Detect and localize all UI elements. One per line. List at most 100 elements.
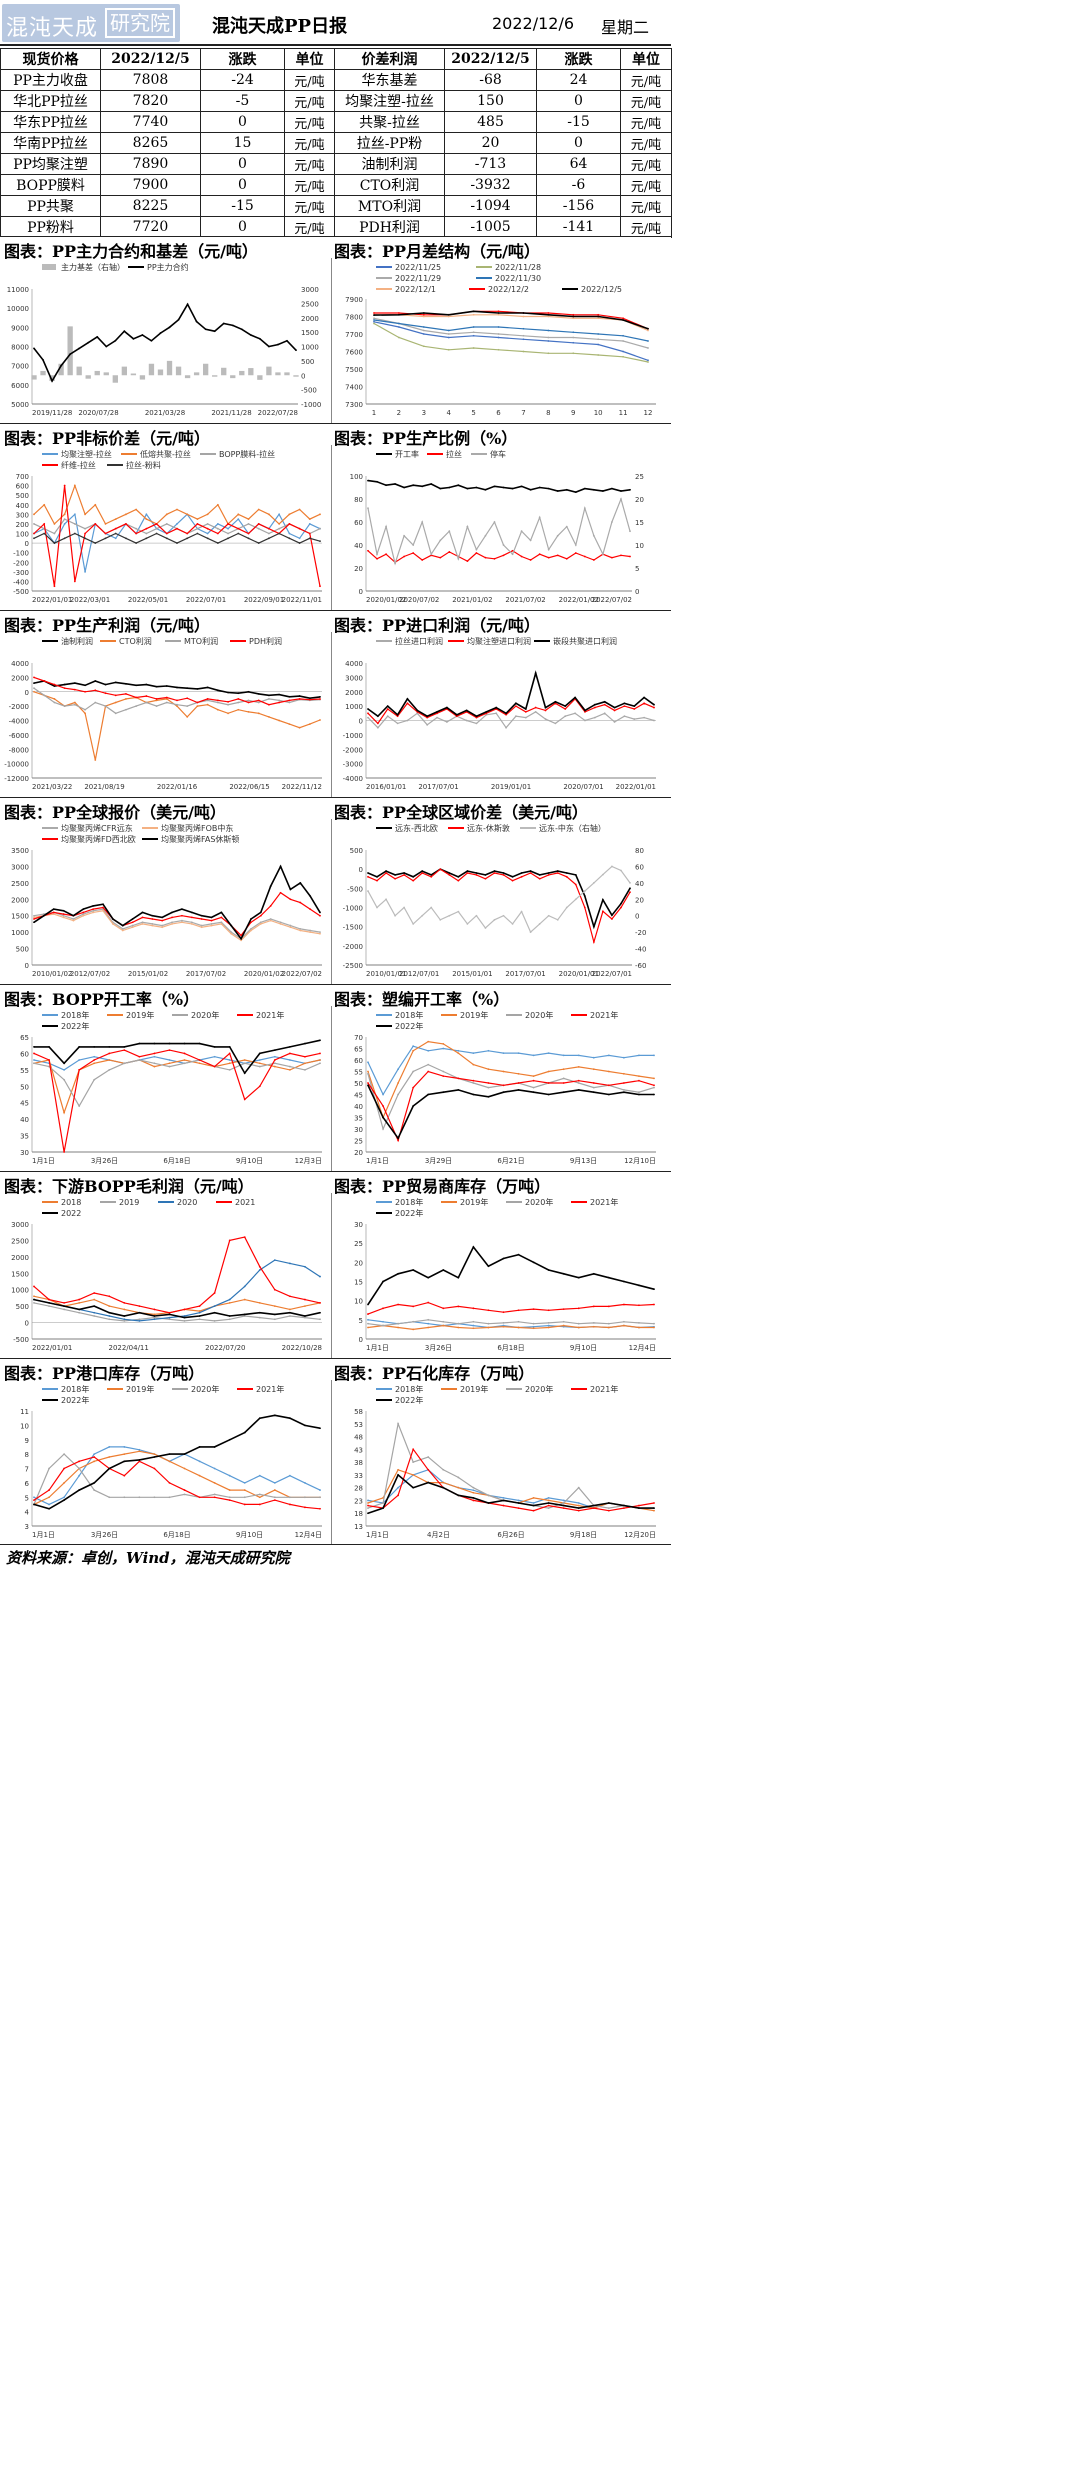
data-point xyxy=(472,1491,475,1494)
data-point xyxy=(574,544,577,546)
x-tick-label: 1月1日 xyxy=(32,1531,55,1539)
data-point xyxy=(412,879,415,882)
data-bar xyxy=(157,369,164,376)
data-point xyxy=(502,1257,505,1260)
data-point xyxy=(373,312,375,314)
data-point xyxy=(394,914,397,917)
data-point xyxy=(502,1504,505,1507)
table-cell: 7820 xyxy=(100,90,201,112)
data-point xyxy=(439,868,442,871)
data-point xyxy=(319,513,321,516)
data-point xyxy=(183,1493,186,1496)
data-point xyxy=(472,1320,475,1323)
data-point xyxy=(33,513,35,516)
data-point xyxy=(597,343,600,346)
legend-label: 2022年 xyxy=(395,1395,423,1405)
data-point xyxy=(108,1068,111,1071)
data-point xyxy=(472,334,475,337)
y-tick-label: -2500 xyxy=(343,962,363,970)
data-point xyxy=(487,1502,490,1504)
data-point xyxy=(150,339,153,342)
table-cell: 元/吨 xyxy=(284,153,335,175)
data-point xyxy=(382,1502,384,1504)
data-point xyxy=(288,1295,291,1298)
series-line xyxy=(367,1319,655,1327)
data-point xyxy=(123,1320,126,1322)
data-point xyxy=(53,523,56,525)
data-point xyxy=(547,487,550,490)
data-point xyxy=(427,1322,430,1325)
data-point xyxy=(448,530,451,533)
report-date: 2022/12/6 xyxy=(492,14,575,33)
series-line xyxy=(367,1473,654,1514)
data-point xyxy=(448,872,451,874)
data-point xyxy=(43,523,46,525)
data-point xyxy=(376,553,378,556)
chart-svg: 2018年 2019年 2020年 2021年2022年303540455055606… xyxy=(20,1010,322,1165)
data-point xyxy=(33,1496,35,1499)
data-point xyxy=(151,918,154,920)
data-point xyxy=(647,329,649,332)
x-tick-label: 3月26日 xyxy=(91,1157,118,1165)
data-point xyxy=(237,513,240,516)
y-tick-label: 10000 xyxy=(7,305,29,313)
data-point xyxy=(524,708,527,710)
data-point xyxy=(382,1507,384,1510)
y-tick-label: -12000 xyxy=(4,775,29,783)
data-point xyxy=(114,518,117,521)
legend-label: 2018年 xyxy=(395,1384,423,1394)
y2-tick-label: 0 xyxy=(301,372,305,380)
data-bar xyxy=(257,375,263,380)
data-point xyxy=(63,687,66,690)
x-tick-label: 2015/01/02 xyxy=(128,970,168,978)
data-point xyxy=(517,1309,520,1312)
data-point xyxy=(279,865,282,868)
data-point xyxy=(457,1089,460,1091)
y-tick-label: 7500 xyxy=(345,366,363,374)
data-point xyxy=(92,908,95,911)
legend-label: 2020年 xyxy=(525,1384,553,1394)
y-tick-label: -1000 xyxy=(343,905,363,913)
table-cell: 15 xyxy=(200,132,285,154)
series-line xyxy=(367,1070,655,1143)
data-point xyxy=(502,1499,505,1502)
data-point xyxy=(198,1062,201,1065)
table-cell: PP粉料 xyxy=(0,216,101,238)
table-header-cell: 2022/12/5 xyxy=(444,48,537,70)
data-point xyxy=(622,1303,625,1306)
data-point xyxy=(522,315,525,318)
data-point xyxy=(547,914,550,917)
data-point xyxy=(397,1326,400,1329)
data-point xyxy=(457,1322,460,1325)
data-bar xyxy=(121,366,128,376)
data-point xyxy=(547,1507,550,1510)
data-point xyxy=(367,549,369,552)
data-point xyxy=(84,527,86,530)
data-point xyxy=(104,532,107,535)
data-point xyxy=(176,703,178,706)
data-point xyxy=(43,694,46,697)
data-point xyxy=(502,914,505,917)
data-point xyxy=(502,544,505,546)
data-bar xyxy=(94,370,100,376)
data-point xyxy=(198,1042,201,1045)
data-point xyxy=(123,1301,126,1304)
data-point xyxy=(299,927,302,930)
data-point xyxy=(131,926,134,929)
data-point xyxy=(522,312,525,314)
x-tick-label: 2021/01/02 xyxy=(452,596,492,604)
data-point xyxy=(397,1494,400,1497)
y-tick-label: 6 xyxy=(25,1480,30,1488)
data-point xyxy=(412,875,415,878)
x-tick-label: 6月26日 xyxy=(497,1531,524,1539)
data-bar xyxy=(67,326,73,376)
data-point xyxy=(273,1499,276,1502)
data-point xyxy=(63,705,66,708)
data-point xyxy=(138,1496,141,1499)
chart-panel: 开工率 拉丝 停车 0 20 40 60 80 100 0 5 10 15 20 25 2020/01/02 2… xyxy=(334,446,664,607)
y-tick-label: 80 xyxy=(354,496,363,504)
data-bar xyxy=(175,366,182,376)
data-point xyxy=(279,891,282,894)
data-point xyxy=(554,722,557,725)
data-point xyxy=(613,709,616,712)
